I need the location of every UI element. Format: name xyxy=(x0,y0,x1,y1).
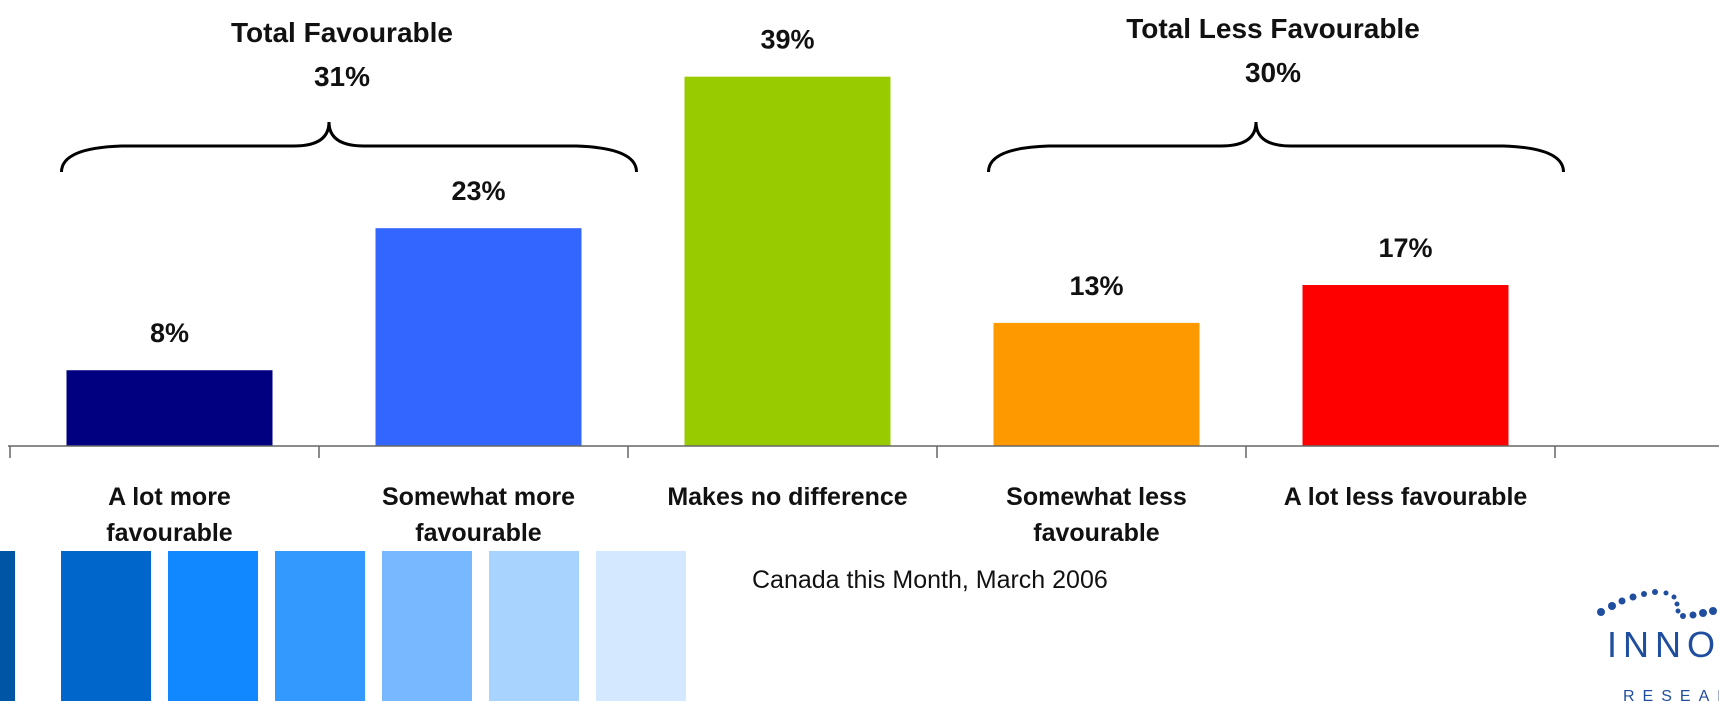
bar-4 xyxy=(1302,285,1509,446)
deco-square-2 xyxy=(168,551,258,701)
value-label-1: 23% xyxy=(451,176,505,206)
deco-square-5 xyxy=(489,551,579,701)
category-label-0-0: A lot more xyxy=(108,483,231,511)
logo-dot-12 xyxy=(1699,609,1707,617)
logo-dot-4 xyxy=(1641,591,1647,597)
deco-square-0 xyxy=(0,551,15,701)
logo-dot-0 xyxy=(1597,608,1605,616)
deco-square-1 xyxy=(61,551,151,701)
bar-3 xyxy=(993,322,1200,446)
group-braces: Total Favourable 31% Total Less Favourable… xyxy=(60,13,1565,173)
bars-layer xyxy=(66,76,1509,447)
group-title-0: Total Favourable xyxy=(231,17,453,48)
value-label-2: 39% xyxy=(760,25,814,55)
group-title-1: Total Less Favourable xyxy=(1126,13,1420,44)
category-label-3-0: Somewhat less xyxy=(1006,483,1187,511)
deco-square-6 xyxy=(596,551,686,701)
logo-subtext: RESEARCH xyxy=(1623,688,1719,701)
logo-dot-3 xyxy=(1629,593,1637,601)
group-total-1: 30% xyxy=(1245,57,1301,88)
deco-square-3 xyxy=(275,551,365,701)
category-label-4-0: A lot less favourable xyxy=(1284,483,1528,511)
category-label-1-0: Somewhat more xyxy=(382,483,575,511)
logo-dot-2 xyxy=(1618,597,1626,605)
logo-text: INNOVA xyxy=(1607,624,1719,665)
logo-dot-8 xyxy=(1674,601,1680,607)
value-label-4: 17% xyxy=(1378,233,1432,263)
category-label-0-1: favourable xyxy=(106,519,233,547)
logo-dot-11 xyxy=(1689,611,1697,619)
labels-layer: 8% A lot more favourable 23% Somewhat more fa… xyxy=(106,25,1527,547)
bar-0 xyxy=(66,370,273,446)
logo-dot-10 xyxy=(1680,613,1686,619)
logo-dot-9 xyxy=(1675,608,1681,614)
category-label-1-1: favourable xyxy=(415,519,542,547)
group-brace-1 xyxy=(987,121,1565,173)
value-label-3: 13% xyxy=(1069,271,1123,301)
source-caption: Canada this Month, March 2006 xyxy=(752,566,1108,594)
category-label-3-1: favourable xyxy=(1033,519,1160,547)
logo-layer: INNOVA RESEARCH xyxy=(1597,589,1719,701)
logo-dot-13 xyxy=(1709,607,1717,615)
logo-dot-5 xyxy=(1652,589,1658,595)
logo-dot-1 xyxy=(1608,602,1616,610)
category-label-2-0: Makes no difference xyxy=(667,483,907,511)
group-brace-0 xyxy=(60,121,638,173)
logo-dot-6 xyxy=(1663,590,1669,596)
bar-1 xyxy=(375,228,582,446)
bar-2 xyxy=(684,76,891,447)
value-label-0: 8% xyxy=(150,318,189,348)
group-total-0: 31% xyxy=(314,61,370,92)
x-axis xyxy=(8,445,1719,458)
logo-dot-7 xyxy=(1671,594,1677,600)
deco-square-4 xyxy=(382,551,472,701)
